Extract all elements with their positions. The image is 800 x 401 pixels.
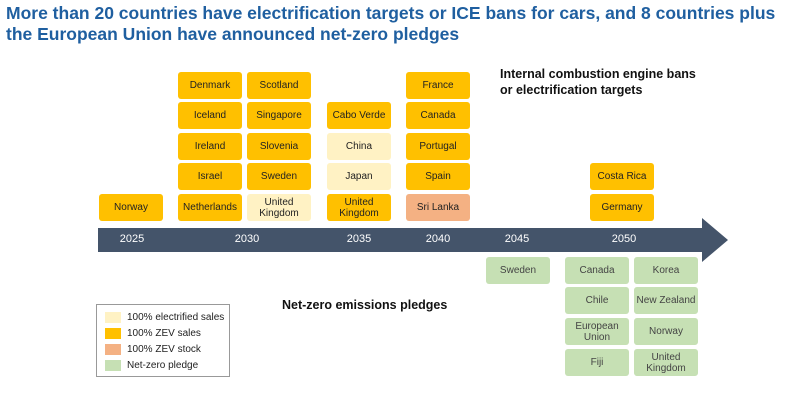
legend-label: 100% ZEV stock <box>127 344 201 355</box>
target-box-scotland: Scotland <box>247 72 311 99</box>
pledge-box-korea: Korea <box>634 257 698 284</box>
target-box-slovenia: Slovenia <box>247 133 311 160</box>
legend-item-electrified: 100% electrified sales <box>105 311 224 324</box>
year-2030: 2030 <box>234 233 260 245</box>
pledge-box-european-union: European Union <box>565 318 629 345</box>
target-box-cabo-verde: Cabo Verde <box>327 102 391 129</box>
legend-label: Net-zero pledge <box>127 360 199 371</box>
target-box-spain: Spain <box>406 163 470 190</box>
legend-label: 100% electrified sales <box>127 312 225 323</box>
legend-swatch-net-zero <box>105 360 121 371</box>
legend-swatch-electrified <box>105 312 121 323</box>
year-2045: 2045 <box>504 233 530 245</box>
target-box-france: France <box>406 72 470 99</box>
target-box-netherlands: Netherlands <box>178 194 242 221</box>
target-box-ireland: Ireland <box>178 133 242 160</box>
pledge-box-sweden: Sweden <box>486 257 550 284</box>
target-box-israel: Israel <box>178 163 242 190</box>
timeline-arrow <box>98 218 728 262</box>
pledge-box-chile: Chile <box>565 287 629 314</box>
target-box-sri-lanka: Sri Lanka <box>406 194 470 221</box>
target-box-japan: Japan <box>327 163 391 190</box>
target-box-germany: Germany <box>590 194 654 221</box>
year-2025: 2025 <box>119 233 145 245</box>
year-2050: 2050 <box>611 233 637 245</box>
target-box-sweden: Sweden <box>247 163 311 190</box>
pledge-box-norway: Norway <box>634 318 698 345</box>
pledge-box-united-kingdom: United Kingdom <box>634 349 698 376</box>
target-box-singapore: Singapore <box>247 102 311 129</box>
legend-item-zev-stock: 100% ZEV stock <box>105 343 201 356</box>
target-box-united-kingdom-2030: United Kingdom <box>247 194 311 221</box>
legend-swatch-zev-sales <box>105 328 121 339</box>
legend-item-zev-sales: 100% ZEV sales <box>105 327 201 340</box>
target-box-costa-rica: Costa Rica <box>590 163 654 190</box>
target-box-denmark: Denmark <box>178 72 242 99</box>
ice-bans-heading: Internal combustion engine bans or elect… <box>500 67 696 97</box>
year-2035: 2035 <box>346 233 372 245</box>
target-box-norway: Norway <box>99 194 163 221</box>
pledge-box-fiji: Fiji <box>565 349 629 376</box>
pledge-box-canada: Canada <box>565 257 629 284</box>
target-box-china: China <box>327 133 391 160</box>
target-box-canada: Canada <box>406 102 470 129</box>
year-2040: 2040 <box>425 233 451 245</box>
target-box-united-kingdom-2035: United Kingdom <box>327 194 391 221</box>
page-title: More than 20 countries have electrificat… <box>6 3 776 44</box>
legend-label: 100% ZEV sales <box>127 328 201 339</box>
legend: 100% electrified sales 100% ZEV sales 10… <box>96 304 230 377</box>
pledge-box-new-zealand: New Zealand <box>634 287 698 314</box>
legend-swatch-zev-stock <box>105 344 121 355</box>
net-zero-heading: Net-zero emissions pledges <box>282 298 448 312</box>
legend-item-net-zero: Net-zero pledge <box>105 359 198 372</box>
target-box-portugal: Portugal <box>406 133 470 160</box>
target-box-iceland: Iceland <box>178 102 242 129</box>
